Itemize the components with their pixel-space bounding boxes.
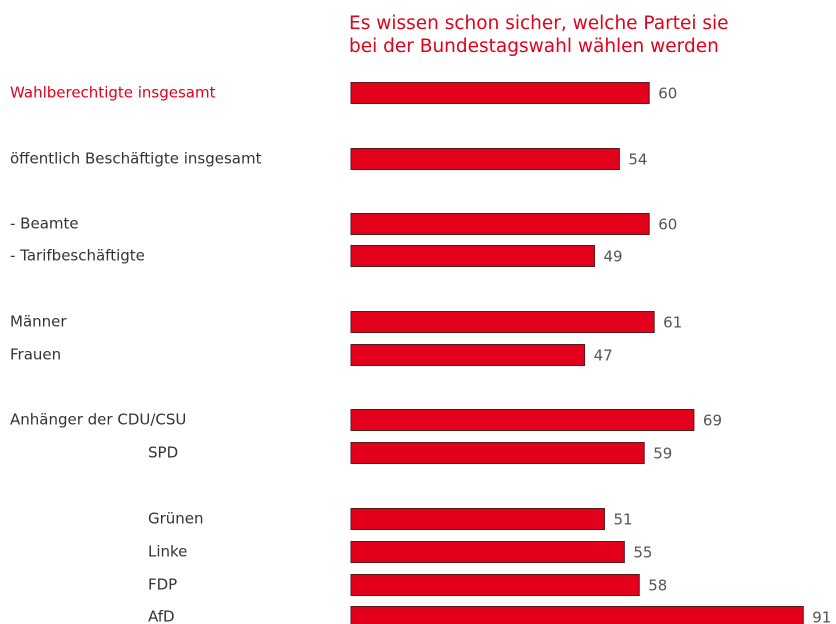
category-label: Anhänger der CDU/CSU bbox=[10, 411, 186, 429]
category-label: Grünen bbox=[148, 510, 204, 528]
category-label: Männer bbox=[10, 313, 67, 331]
value-label: 59 bbox=[653, 445, 672, 463]
category-label: AfD bbox=[148, 608, 175, 624]
category-label: - Beamte bbox=[10, 215, 79, 233]
bar bbox=[350, 409, 695, 431]
bar bbox=[350, 311, 655, 333]
bar bbox=[350, 82, 650, 104]
bar bbox=[350, 508, 605, 530]
value-label: 91 bbox=[812, 609, 831, 624]
bar bbox=[350, 245, 596, 267]
category-label: Linke bbox=[148, 543, 187, 561]
chart-title: Es wissen schon sicher, welche Partei si… bbox=[349, 13, 729, 34]
bar bbox=[350, 541, 625, 563]
value-label: 55 bbox=[633, 544, 652, 562]
bar bbox=[350, 606, 804, 624]
category-label: SPD bbox=[148, 444, 178, 462]
category-label: FDP bbox=[148, 576, 177, 594]
bar bbox=[350, 442, 645, 464]
chart-title: bei der Bundestagswahl wählen werden bbox=[349, 36, 719, 57]
category-label: - Tarifbeschäftigte bbox=[10, 247, 145, 265]
bar bbox=[350, 574, 640, 596]
category-label: öffentlich Beschäftigte insgesamt bbox=[10, 150, 262, 168]
value-label: 61 bbox=[663, 314, 682, 332]
value-label: 54 bbox=[628, 151, 647, 169]
value-label: 47 bbox=[594, 347, 613, 365]
bar bbox=[350, 148, 620, 170]
value-label: 60 bbox=[658, 216, 677, 234]
bar bbox=[350, 213, 650, 235]
value-label: 49 bbox=[604, 248, 623, 266]
bar bbox=[350, 344, 586, 366]
value-label: 60 bbox=[658, 85, 677, 103]
value-label: 69 bbox=[703, 412, 722, 430]
value-label: 58 bbox=[648, 577, 667, 595]
value-label: 51 bbox=[613, 511, 632, 529]
category-label: Wahlberechtigte insgesamt bbox=[10, 84, 216, 102]
category-label: Frauen bbox=[10, 346, 61, 364]
